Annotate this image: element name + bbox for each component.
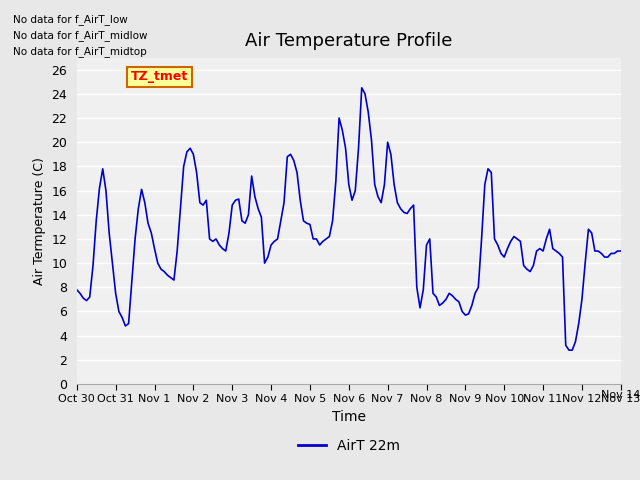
Text: TZ_tmet: TZ_tmet (131, 71, 188, 84)
Text: No data for f_AirT_midtop: No data for f_AirT_midtop (13, 46, 147, 57)
Text: Nov 14: Nov 14 (601, 390, 640, 400)
Text: No data for f_AirT_low: No data for f_AirT_low (13, 14, 127, 25)
X-axis label: Time: Time (332, 410, 366, 424)
Text: No data for f_AirT_midlow: No data for f_AirT_midlow (13, 30, 147, 41)
Y-axis label: Air Termperature (C): Air Termperature (C) (33, 157, 45, 285)
Legend: AirT 22m: AirT 22m (292, 433, 405, 459)
Title: Air Temperature Profile: Air Temperature Profile (245, 33, 452, 50)
